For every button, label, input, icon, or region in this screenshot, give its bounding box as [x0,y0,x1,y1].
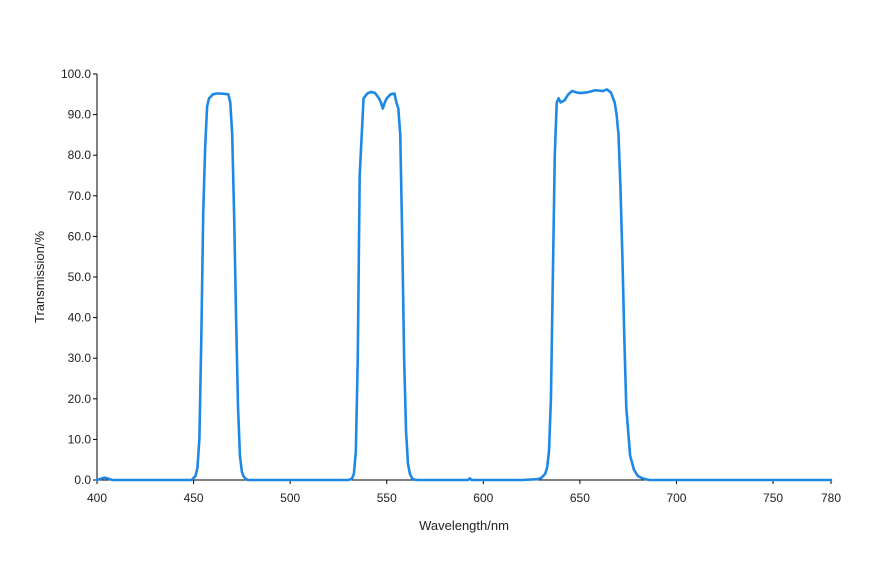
y-tick-label: 70.0 [68,189,92,203]
x-tick-label: 650 [570,491,590,505]
x-tick-label: 700 [666,491,686,505]
y-tick-label: 50.0 [68,270,92,284]
y-tick-label: 40.0 [68,311,92,325]
x-tick-label: 550 [377,491,397,505]
y-tick-label: 0.0 [74,473,91,487]
y-tick-label: 10.0 [68,432,92,446]
x-tick-label: 750 [763,491,783,505]
x-axis-title: Wavelength/nm [419,518,509,533]
y-axis-ticks: 0.0 10.0 20.0 30.0 40.0 50.0 60.0 70.0 80.0 90.0 1… [61,67,97,487]
x-axis-ticks: 400 450 500 550 600 650 700 750 780 [87,480,841,505]
y-axis-title: Transmission/% [32,231,47,323]
y-tick-label: 90.0 [68,108,92,122]
y-tick-label: 20.0 [68,392,92,406]
x-tick-label: 400 [87,491,107,505]
transmission-series-line [95,88,833,482]
x-tick-label: 780 [821,491,841,505]
x-tick-label: 500 [280,491,300,505]
y-tick-label: 60.0 [68,229,92,243]
y-tick-label: 30.0 [68,351,92,365]
y-tick-label: 80.0 [68,148,92,162]
x-tick-label: 600 [473,491,493,505]
y-tick-label: 100.0 [61,67,91,81]
x-tick-label: 450 [184,491,204,505]
